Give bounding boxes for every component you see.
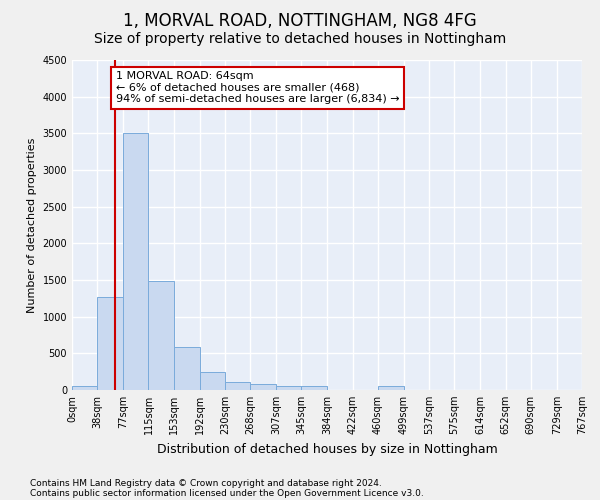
Bar	[148, 282, 174, 390]
X-axis label: Distribution of detached houses by size in Nottingham: Distribution of detached houses by size …	[157, 442, 497, 456]
Text: Contains HM Land Registry data © Crown copyright and database right 2024.: Contains HM Land Registry data © Crown c…	[30, 478, 382, 488]
Bar	[250, 384, 276, 390]
Bar	[174, 348, 200, 390]
Text: 1 MORVAL ROAD: 64sqm
← 6% of detached houses are smaller (468)
94% of semi-detac: 1 MORVAL ROAD: 64sqm ← 6% of detached ho…	[116, 71, 400, 104]
Bar	[276, 386, 301, 390]
Bar	[301, 386, 328, 390]
Bar	[123, 134, 148, 390]
Bar	[97, 297, 123, 390]
Text: 1, MORVAL ROAD, NOTTINGHAM, NG8 4FG: 1, MORVAL ROAD, NOTTINGHAM, NG8 4FG	[123, 12, 477, 30]
Bar	[200, 372, 225, 390]
Bar	[72, 386, 97, 390]
Bar	[225, 382, 250, 390]
Bar	[378, 386, 404, 390]
Text: Size of property relative to detached houses in Nottingham: Size of property relative to detached ho…	[94, 32, 506, 46]
Text: Contains public sector information licensed under the Open Government Licence v3: Contains public sector information licen…	[30, 488, 424, 498]
Y-axis label: Number of detached properties: Number of detached properties	[27, 138, 37, 312]
